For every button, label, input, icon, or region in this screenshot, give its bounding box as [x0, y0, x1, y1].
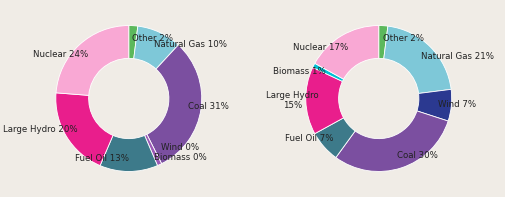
- Text: Coal 31%: Coal 31%: [188, 102, 229, 111]
- Wedge shape: [313, 63, 343, 81]
- Text: Fuel Oil 13%: Fuel Oil 13%: [75, 154, 129, 163]
- Text: Nuclear 24%: Nuclear 24%: [33, 50, 88, 59]
- Wedge shape: [134, 26, 178, 69]
- Text: Natural Gas 10%: Natural Gas 10%: [154, 40, 227, 49]
- Wedge shape: [56, 93, 113, 166]
- Text: Coal 30%: Coal 30%: [397, 151, 438, 160]
- Text: Large Hydro
15%: Large Hydro 15%: [266, 91, 319, 110]
- Wedge shape: [306, 67, 343, 134]
- Wedge shape: [379, 26, 388, 59]
- Wedge shape: [315, 26, 379, 79]
- Wedge shape: [129, 26, 138, 59]
- Text: Other 2%: Other 2%: [132, 34, 174, 43]
- Wedge shape: [384, 26, 451, 93]
- Wedge shape: [56, 26, 129, 95]
- Text: Large Hydro 20%: Large Hydro 20%: [3, 125, 78, 134]
- Wedge shape: [417, 89, 451, 121]
- Wedge shape: [144, 134, 162, 166]
- Text: Nuclear 17%: Nuclear 17%: [293, 43, 348, 51]
- Wedge shape: [336, 111, 448, 171]
- Wedge shape: [100, 135, 158, 171]
- Text: Natural Gas 21%: Natural Gas 21%: [421, 52, 494, 61]
- Text: Wind 0%
Biomass 0%: Wind 0% Biomass 0%: [154, 143, 207, 163]
- Text: Fuel Oil 7%: Fuel Oil 7%: [285, 134, 334, 143]
- Wedge shape: [147, 45, 201, 164]
- Text: Wind 7%: Wind 7%: [438, 100, 476, 109]
- Text: Other 2%: Other 2%: [382, 34, 424, 43]
- Text: Biomass 1%: Biomass 1%: [273, 67, 325, 76]
- Wedge shape: [315, 118, 355, 158]
